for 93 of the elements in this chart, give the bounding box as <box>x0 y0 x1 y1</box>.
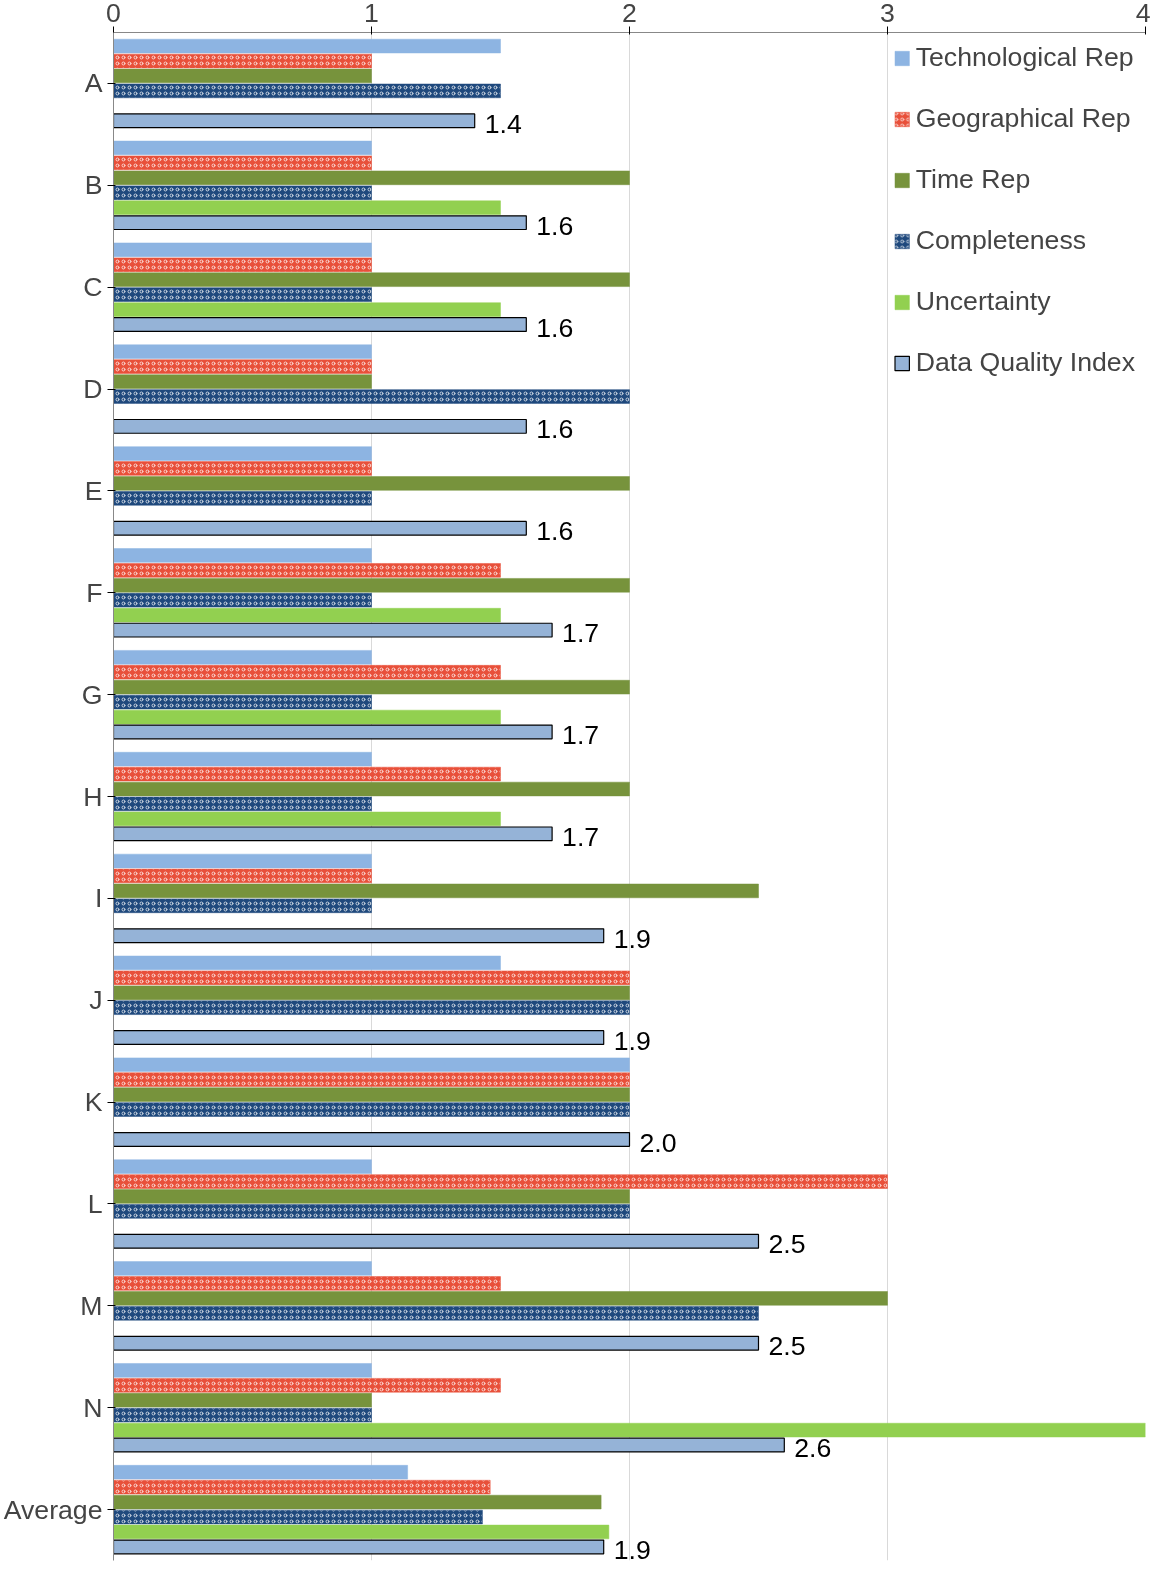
y-tick-label: J <box>89 985 103 1016</box>
data-label: 1.7 <box>562 618 600 649</box>
data-label: 1.6 <box>536 414 574 445</box>
bar <box>113 1233 760 1249</box>
bar <box>113 1437 785 1453</box>
bar <box>113 578 630 593</box>
bar <box>113 272 630 287</box>
legend-label: Uncertainty <box>915 286 1051 317</box>
bar <box>113 140 372 156</box>
bar <box>113 883 759 899</box>
legend-label: Geographical Rep <box>915 103 1131 134</box>
y-tick-label: E <box>84 475 103 506</box>
y-tick-label: L <box>87 1188 103 1219</box>
y-tick-label: Average <box>3 1494 103 1525</box>
legend-label: Completeness <box>915 225 1087 256</box>
bar <box>113 374 372 389</box>
data-label: 1.6 <box>536 516 574 547</box>
bar <box>113 1087 630 1102</box>
bar <box>113 446 372 461</box>
bar <box>113 1057 630 1072</box>
data-label: 2.6 <box>794 1433 832 1464</box>
legend-label: Technological Rep <box>915 42 1134 73</box>
bar <box>113 68 372 84</box>
bar <box>113 1159 372 1174</box>
data-label: 1.7 <box>562 821 600 852</box>
bar <box>113 170 630 185</box>
bar <box>113 200 501 215</box>
data-label: 1.9 <box>613 923 651 954</box>
bar <box>113 955 501 970</box>
bar <box>113 344 372 359</box>
bar <box>113 520 527 536</box>
y-tick-label: A <box>84 68 103 99</box>
data-label: 1.9 <box>613 1025 651 1056</box>
legend-label: Time Rep <box>915 164 1031 195</box>
bar <box>113 622 553 638</box>
bar <box>113 1291 888 1306</box>
bar <box>113 608 501 623</box>
bar <box>113 1524 610 1540</box>
bar <box>113 242 372 257</box>
y-tick-label: F <box>86 577 103 608</box>
bar <box>113 826 553 842</box>
bar <box>113 302 501 317</box>
bar <box>113 650 372 665</box>
data-label: 1.6 <box>536 312 574 343</box>
bar <box>113 1465 408 1480</box>
y-tick-label: N <box>83 1392 103 1423</box>
bar <box>113 1494 602 1510</box>
data-label: 1.6 <box>536 210 574 241</box>
bar <box>113 853 372 869</box>
bar <box>113 1131 631 1147</box>
data-label: 2.5 <box>768 1331 806 1362</box>
bar <box>113 1261 372 1276</box>
y-tick-label: G <box>81 679 103 710</box>
data-label: 1.9 <box>613 1534 651 1565</box>
x-tick-label: 3 <box>880 0 895 28</box>
legend-label: Data Quality Index <box>915 347 1135 378</box>
bar <box>113 811 501 827</box>
y-tick-label: B <box>84 170 103 201</box>
bar <box>113 709 501 725</box>
bar <box>113 752 372 767</box>
bar <box>113 1335 760 1351</box>
data-label: 1.7 <box>562 720 600 751</box>
bar <box>113 680 630 695</box>
bar <box>113 781 630 797</box>
bar <box>113 38 501 54</box>
y-tick-label: K <box>84 1087 103 1118</box>
bar <box>113 418 527 434</box>
y-tick-label: D <box>83 374 103 405</box>
x-tick-label: 1 <box>364 0 379 28</box>
bar <box>113 548 372 563</box>
bar <box>113 724 553 740</box>
bar <box>113 1030 605 1046</box>
bar <box>113 476 630 491</box>
x-tick-label: 4 <box>1135 0 1151 28</box>
bar <box>113 1363 372 1378</box>
bar <box>113 928 605 944</box>
bar <box>113 317 527 332</box>
y-tick-label: M <box>80 1290 103 1321</box>
bar <box>113 1539 605 1555</box>
data-label: 1.4 <box>484 108 522 139</box>
x-tick-label: 2 <box>622 0 637 28</box>
bar <box>113 985 630 1000</box>
y-tick-label: C <box>83 272 103 303</box>
data-label: 2.0 <box>639 1127 677 1158</box>
bar <box>113 215 527 231</box>
y-tick-label: I <box>95 883 103 914</box>
bar <box>113 1393 372 1408</box>
y-tick-label: H <box>83 781 103 812</box>
bar <box>113 1189 630 1204</box>
data-label: 2.5 <box>768 1229 806 1260</box>
bar <box>113 1422 1146 1438</box>
x-tick-label: 0 <box>106 0 121 28</box>
bar <box>113 113 476 129</box>
